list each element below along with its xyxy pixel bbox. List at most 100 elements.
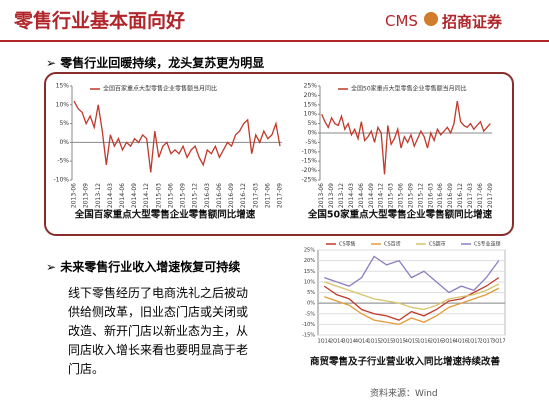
x-tick-label: 2015-06 <box>398 183 405 208</box>
x-tick-label: 4Q14 <box>355 339 368 345</box>
x-tick-label: 2016-03 <box>204 183 211 208</box>
bullet-text: 未来零售行业收入增速恢复可持续 <box>60 260 241 274</box>
x-tick-label: 1Q17 <box>467 339 480 345</box>
y-tick-label: 20% <box>304 92 318 99</box>
x-tick-label: 3Q16 <box>442 339 455 345</box>
x-tick-label: 2017-09 <box>276 183 283 208</box>
y-tick-label: 20% <box>304 258 315 264</box>
legend-label: CS百货 <box>384 241 401 248</box>
paragraph: 线下零售经历了电商洗礼之后被动 供给侧改革，旧业态门店或关闭或 改造、新开门店以… <box>68 284 248 379</box>
y-tick-label: 5% <box>307 120 317 127</box>
x-tick-label: 2017-09 <box>487 183 494 208</box>
x-tick-label: 2016-12 <box>240 183 247 208</box>
x-tick-label: 2017-06 <box>264 183 271 208</box>
y-tick-label: 25% <box>304 248 315 254</box>
x-tick-label: 2016-03 <box>427 183 434 208</box>
y-tick-label: -10% <box>301 148 317 155</box>
highlight-frame <box>44 72 514 236</box>
y-tick-label: 10% <box>56 101 70 108</box>
x-tick-label: 1Q16 <box>417 339 430 345</box>
y-tick-label: 0% <box>59 139 69 146</box>
paragraph-line: 同店收入增长来看也要明显高于老 <box>68 343 249 357</box>
x-tick-label: 2013-12 <box>95 183 102 208</box>
x-tick-label: 2Q17 <box>480 339 493 345</box>
x-tick-label: 2013-09 <box>83 183 90 208</box>
x-tick-label: 2015-09 <box>180 183 187 208</box>
logo-name: 招商证券 <box>442 13 503 31</box>
chart-caption: 全国百家重点大型零售企业零售额同比增速 <box>74 209 256 221</box>
x-tick-label: 1Q15 <box>367 339 380 345</box>
header-bar <box>0 0 549 42</box>
x-tick-label: 2014-06 <box>358 183 365 208</box>
y-tick-label: 0% <box>307 130 317 137</box>
paragraph-line: 线下零售经历了电商洗礼之后被动 <box>68 286 249 300</box>
legend-label: CS超市 <box>429 241 446 248</box>
x-tick-label: 4Q15 <box>405 339 418 345</box>
y-tick-label: 10% <box>304 279 315 285</box>
x-tick-label: 2014-09 <box>131 183 138 208</box>
y-tick-label: 15% <box>56 83 70 90</box>
x-tick-label: 2016-06 <box>216 183 223 208</box>
line-series <box>324 255 500 294</box>
x-tick-label: 2015-03 <box>388 183 395 208</box>
x-tick-label: 4Q16 <box>455 339 468 345</box>
legend-label: CS专业连锁 <box>474 241 501 248</box>
line-series <box>321 100 491 175</box>
y-tick-label: 15% <box>304 101 318 108</box>
x-tick-label: 2017-06 <box>477 183 484 208</box>
bullet: ➢ 未来零售行业收入增速恢复可持续 <box>46 260 241 274</box>
line-series <box>323 277 500 321</box>
plot-area <box>72 86 282 180</box>
legend-label: 全国50家重点大型零售企业零售额当月同比 <box>351 85 467 93</box>
x-tick-label: 2014-03 <box>107 183 114 208</box>
x-tick-label: 2017-03 <box>467 183 474 208</box>
x-tick-label: 2013-12 <box>338 183 345 208</box>
x-tick-label: 2014-06 <box>119 183 126 208</box>
page-title: 零售行业基本面向好 <box>14 10 186 32</box>
x-tick-label: 1Q14 <box>317 339 330 345</box>
paragraph-line: 门店。 <box>68 362 105 376</box>
bullet: ➢ 零售行业回暖持续，龙头复苏更为明显 <box>46 56 265 70</box>
source: 资料来源：Wind <box>370 389 438 399</box>
x-tick-label: 3Q17 <box>492 339 505 345</box>
y-tick-label: -5% <box>57 158 69 165</box>
x-tick-label: 2013-06 <box>71 183 78 208</box>
chart-caption: 商贸零售及子行业营业收入同比增速持续改善 <box>310 356 501 368</box>
line-series <box>324 287 500 326</box>
y-tick-label: 5% <box>307 290 315 296</box>
line-series <box>324 281 500 311</box>
x-tick-label: 2017-03 <box>252 183 259 208</box>
bullet-text: 零售行业回暖持续，龙头复苏更为明显 <box>60 56 265 70</box>
x-tick-label: 2015-12 <box>417 183 424 208</box>
x-tick-label: 2015-06 <box>167 183 174 208</box>
y-tick-label: -10% <box>302 322 315 328</box>
x-tick-label: 2016-09 <box>228 183 235 208</box>
y-tick-label: -25% <box>301 177 317 184</box>
chart-caption: 全国50家重点大型零售企业零售额同比增速 <box>307 209 493 221</box>
logo-icon <box>424 12 438 26</box>
x-tick-label: 2Q15 <box>380 339 393 345</box>
y-tick-label: -5% <box>305 311 315 317</box>
x-tick-label: 3Q15 <box>392 339 405 345</box>
x-tick-label: 2014-03 <box>348 183 355 208</box>
x-tick-label: 2015-12 <box>192 183 199 208</box>
y-tick-label: 25% <box>304 83 318 90</box>
x-tick-label: 2015-03 <box>155 183 162 208</box>
x-tick-label: 2014-09 <box>368 183 375 208</box>
x-tick-label: 2014-12 <box>143 183 150 208</box>
y-tick-label: -15% <box>302 333 315 339</box>
line-series <box>73 100 281 173</box>
x-tick-label: 3Q14 <box>342 339 355 345</box>
legend-label: 全国百家重点大型零售企业零售额当月同比 <box>103 85 217 93</box>
y-tick-label: -10% <box>53 177 69 184</box>
logo-text: CMS <box>385 12 418 30</box>
x-tick-label: 2016-09 <box>447 183 454 208</box>
paragraph-line: 供给侧改革，旧业态门店或关闭或 <box>68 305 249 319</box>
x-tick-label: 2015-09 <box>407 183 414 208</box>
legend-label: CS零售 <box>339 241 356 248</box>
y-tick-label: 10% <box>304 111 318 118</box>
y-tick-label: 5% <box>59 120 69 127</box>
x-tick-label: 2016-06 <box>437 183 444 208</box>
x-tick-label: 2016-12 <box>457 183 464 208</box>
